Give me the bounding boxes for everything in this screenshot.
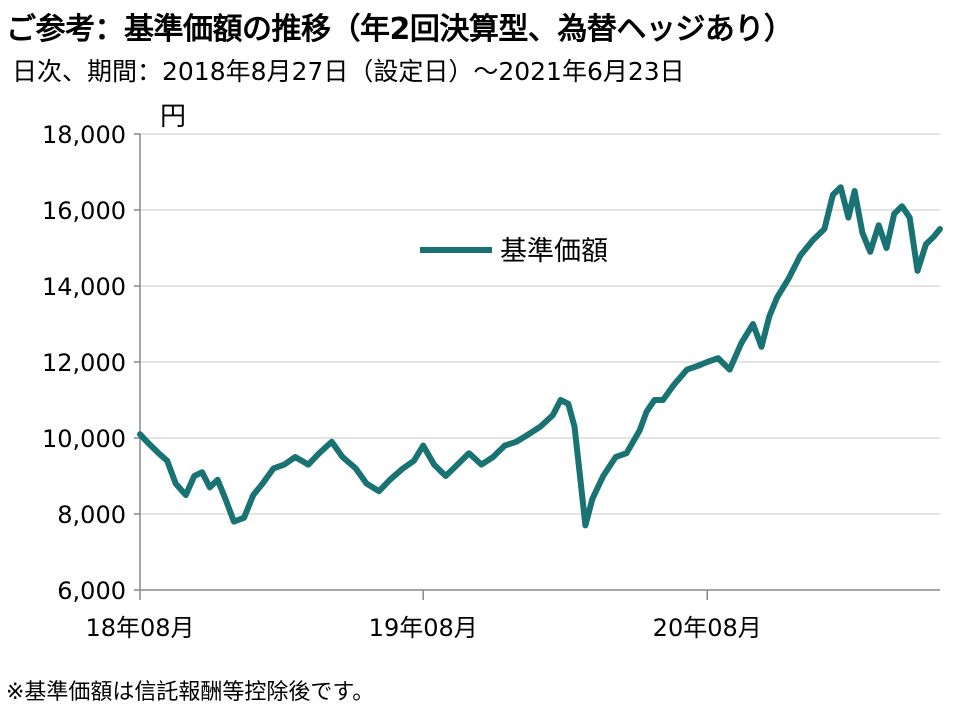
x-tick-label: 20年08月 (653, 614, 762, 642)
y-tick-label: 8,000 (57, 501, 126, 529)
x-tick-label: 18年08月 (85, 614, 194, 642)
y-tick-label: 18,000 (42, 121, 126, 149)
chart-title: ご参考：基準価額の推移（年2回決算型、為替ヘッジあり） (6, 12, 794, 47)
y-axis-unit: 円 (160, 102, 187, 132)
chart-subtitle: 日次、期間：2018年8月27日（設定日）～2021年6月23日 (12, 57, 685, 86)
y-tick-label: 16,000 (42, 197, 126, 225)
y-tick-label: 6,000 (57, 577, 126, 605)
y-tick-label: 14,000 (42, 273, 126, 301)
footnote: ※基準価額は信託報酬等控除後です。 (6, 680, 375, 705)
x-tick-label: 19年08月 (369, 614, 478, 642)
legend-label: 基準価額 (500, 236, 608, 267)
y-tick-label: 12,000 (42, 349, 126, 377)
series-line-nav (137, 184, 943, 529)
y-tick-label: 10,000 (42, 425, 126, 453)
